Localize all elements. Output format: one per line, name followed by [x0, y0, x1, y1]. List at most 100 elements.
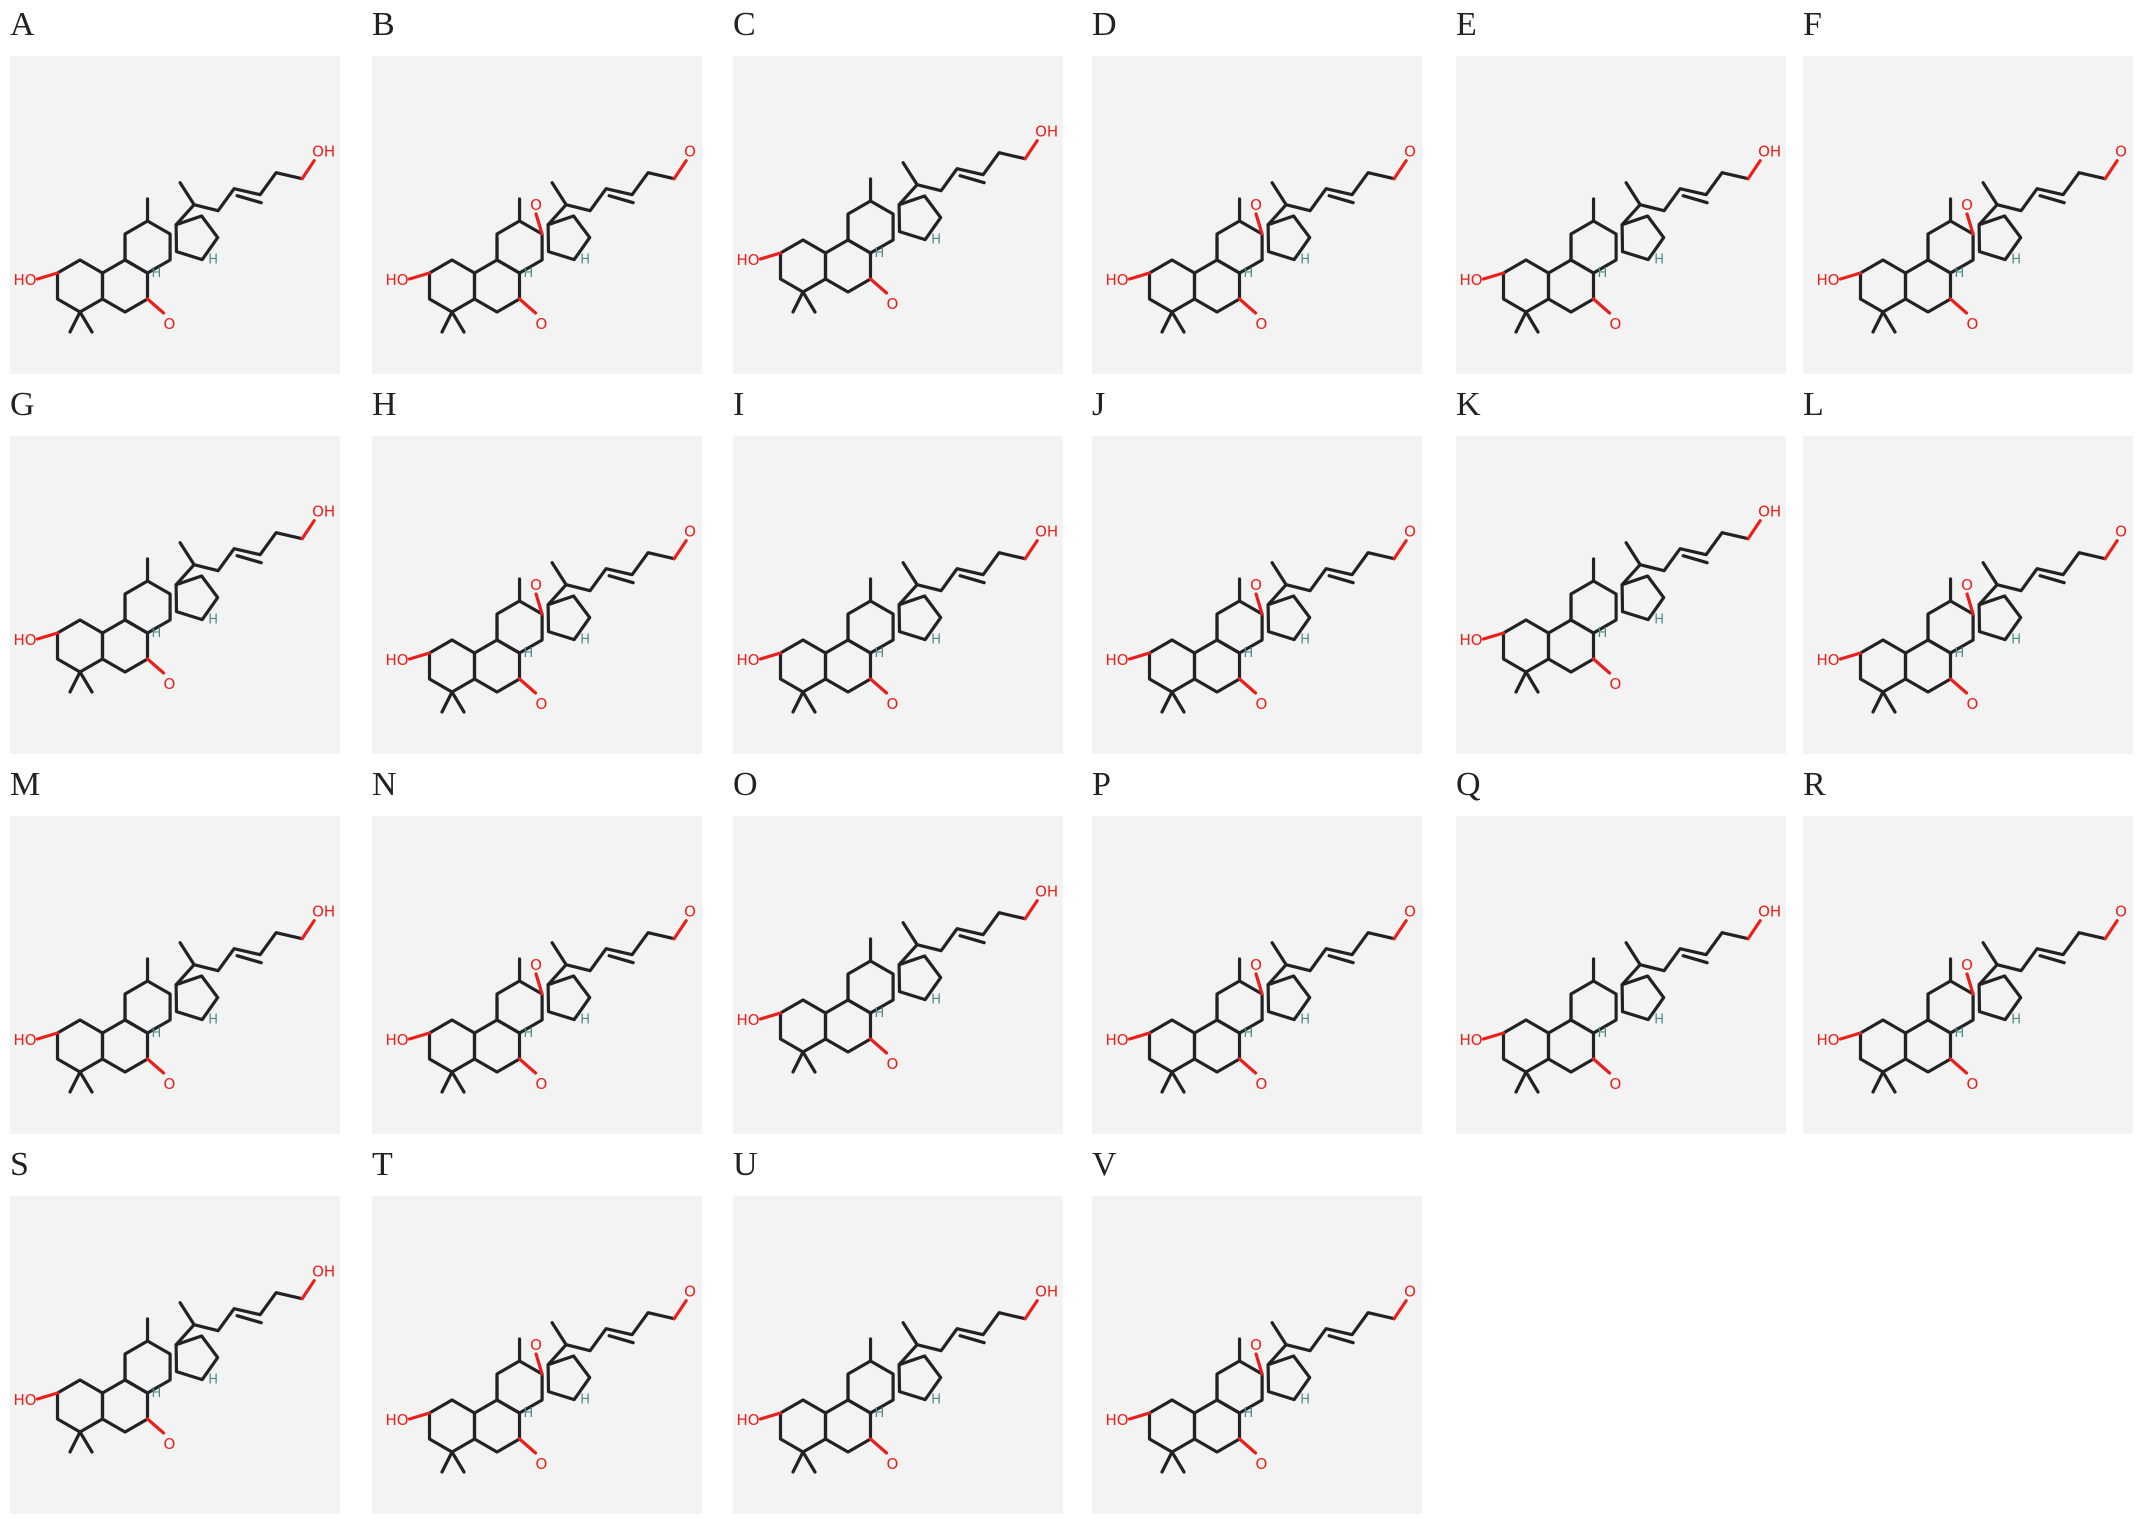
aldehyde-bond	[534, 592, 544, 616]
double-bond	[1681, 954, 1709, 965]
ring-c-bonds	[1215, 979, 1264, 1035]
carbonyl-bond	[868, 277, 889, 295]
ring-a-bonds	[1501, 258, 1551, 314]
terminal-oxygen-label: O	[684, 1283, 696, 1301]
panel-label: O	[733, 766, 758, 803]
methyl-bond	[550, 941, 568, 967]
stereo-hydrogen-label: H	[1244, 266, 1254, 281]
terminal-oxygen-bond	[2103, 539, 2119, 561]
panel-label: I	[733, 386, 745, 423]
terminal-oxygen-label: O	[684, 143, 696, 161]
terminal-oxygen-label: O	[684, 523, 696, 541]
double-bond	[1681, 194, 1709, 205]
ring-c-bonds	[495, 1359, 544, 1415]
terminal-oxygen-bond	[1392, 539, 1408, 561]
ring-a-bonds	[778, 238, 828, 294]
ring-d-bonds	[546, 594, 592, 642]
ring-a-bonds	[1501, 1018, 1551, 1074]
structure-panel: M HO O OH H H	[10, 768, 340, 1134]
methyl-bond	[1624, 181, 1642, 207]
double-bond	[235, 554, 263, 565]
ring-c-bonds	[1926, 979, 1975, 1035]
double-bond	[2038, 954, 2066, 965]
stereo-hydrogen-label: H	[875, 646, 885, 661]
stereo-hydrogen-label: H	[2011, 1013, 2021, 1028]
carbonyl-bond	[517, 1057, 538, 1075]
terminal-oxygen-label: OH	[1758, 903, 1781, 921]
carbonyl-bond	[1237, 297, 1258, 315]
ring-d-bonds	[174, 1334, 220, 1382]
stereo-hydrogen-label: H	[208, 253, 218, 268]
ring-d-bonds	[897, 194, 943, 242]
hydroxyl-atom-label: HO	[13, 631, 36, 649]
gem-methyl-bond	[1514, 310, 1528, 334]
ring-d-bonds	[174, 974, 220, 1022]
gem-methyl-bond	[1160, 1070, 1174, 1094]
ring-c-bonds	[1569, 579, 1618, 635]
carbonyl-bond	[145, 1417, 166, 1435]
stereo-hydrogen-label: H	[580, 633, 590, 648]
ring-a-bonds	[55, 258, 105, 314]
terminal-oxygen-label: O	[1404, 903, 1416, 921]
stereo-hydrogen-label: H	[1955, 646, 1965, 661]
carbonyl-bond	[1591, 657, 1612, 675]
structure-panel: G HO O OH H H	[10, 388, 340, 754]
stereo-hydrogen-label: H	[1300, 1393, 1310, 1408]
carbonyl-atom-label: O	[1967, 1075, 1979, 1093]
carbonyl-bond	[1237, 1437, 1258, 1455]
hydroxyl-atom-label: HO	[736, 651, 759, 669]
methyl-bond	[1981, 181, 1999, 207]
double-bond	[235, 194, 263, 205]
gem-methyl-bond	[1160, 310, 1174, 334]
double-bond	[1681, 554, 1709, 565]
gem-methyl-bond	[440, 310, 454, 334]
methyl-bond	[550, 561, 568, 587]
carbonyl-atom-label: O	[1967, 315, 1979, 333]
terminal-oxygen-label: O	[1404, 143, 1416, 161]
ring-a-bonds	[55, 618, 105, 674]
stereo-hydrogen-label: H	[931, 993, 941, 1008]
ring-a-bonds	[1501, 618, 1551, 674]
stereo-hydrogen-label: H	[580, 1013, 590, 1028]
panel-label: E	[1456, 6, 1477, 43]
gem-methyl-bond	[68, 670, 82, 694]
terminal-oxygen-label: O	[684, 903, 696, 921]
stereo-hydrogen-label: H	[1955, 266, 1965, 281]
ring-a-bonds	[55, 1378, 105, 1434]
hydroxyl-atom-label: HO	[1459, 271, 1482, 289]
ring-c-bonds	[846, 599, 895, 655]
stereo-hydrogen-label: H	[152, 626, 162, 641]
gem-methyl-bond	[791, 290, 805, 314]
panel-label: Q	[1456, 766, 1481, 803]
gem-methyl-bond	[78, 670, 94, 694]
carbonyl-bond	[1948, 297, 1969, 315]
carbonyl-atom-label: O	[164, 315, 176, 333]
aldehyde-bond	[1965, 592, 1975, 616]
stereo-hydrogen-label: H	[875, 1406, 885, 1421]
structure-panel: E HO O OH H H	[1456, 8, 1786, 374]
structure-panel: V HO O O O H H	[1092, 1148, 1422, 1514]
aldehyde-atom-label: O	[530, 576, 542, 594]
hydroxyl-atom-label: HO	[385, 271, 408, 289]
stereo-hydrogen-label: H	[1598, 266, 1608, 281]
structure-panel: J HO O O O H H	[1092, 388, 1422, 754]
structure-image: HO O OH H H	[733, 436, 1063, 754]
aldehyde-atom-label: O	[530, 196, 542, 214]
structure-panel: S HO O OH H H	[10, 1148, 340, 1514]
double-bond	[235, 954, 263, 965]
carbonyl-atom-label: O	[164, 1075, 176, 1093]
gem-methyl-bond	[801, 690, 817, 714]
hydroxyl-bond	[407, 1031, 432, 1041]
structure-image: HO O O O H H	[372, 1196, 702, 1514]
ring-a-bonds	[427, 1398, 477, 1454]
stereo-hydrogen-label: H	[1654, 1013, 1664, 1028]
panel-label: V	[1092, 1146, 1117, 1183]
structure-image: HO O O O H H	[372, 816, 702, 1134]
stereo-hydrogen-label: H	[875, 246, 885, 261]
structure-image: HO O O O H H	[1092, 816, 1422, 1134]
hydroxyl-bond	[35, 271, 60, 281]
carbonyl-bond	[868, 677, 889, 695]
terminal-oxygen-bond	[2103, 159, 2119, 181]
hydroxyl-bond	[35, 1031, 60, 1041]
aldehyde-bond	[1965, 972, 1975, 996]
